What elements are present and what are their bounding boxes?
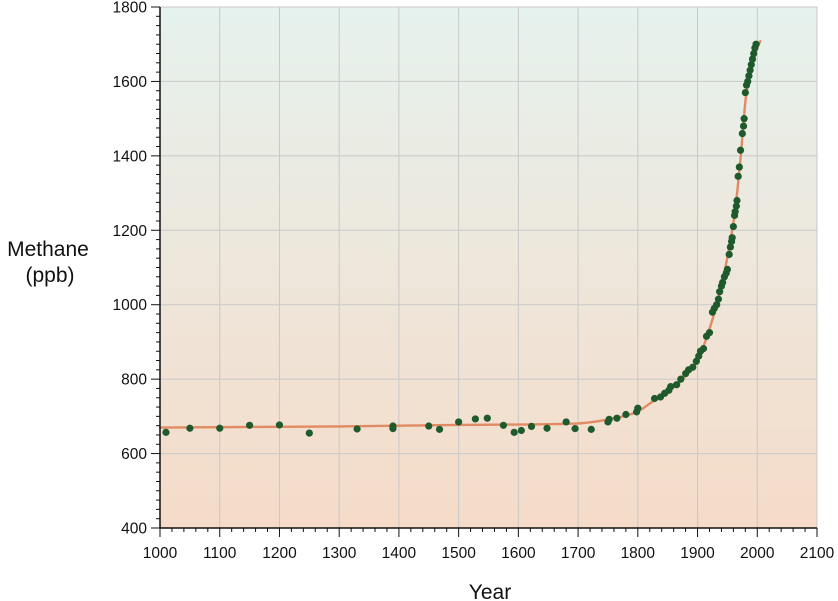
- data-point: [673, 381, 681, 389]
- x-tick-label: 1300: [322, 545, 357, 562]
- y-axis-title-line2: (ppb): [25, 264, 74, 287]
- y-tick-label: 600: [121, 446, 147, 463]
- plot-area: [160, 7, 817, 528]
- x-tick-label: 1900: [680, 545, 715, 562]
- data-point: [527, 422, 536, 431]
- x-tick-label: 1600: [501, 545, 536, 562]
- y-tick-label: 1400: [113, 148, 148, 165]
- y-tick-label: 400: [121, 521, 147, 538]
- data-point: [667, 382, 675, 391]
- x-axis-title: Year: [469, 581, 511, 601]
- data-point: [733, 196, 741, 205]
- data-point: [517, 426, 525, 435]
- data-point: [275, 421, 284, 429]
- y-tick-label: 800: [121, 372, 147, 389]
- data-point: [741, 88, 749, 97]
- data-point: [725, 250, 733, 259]
- axes: [151, 6, 818, 537]
- y-axis-title-line1: Methane: [7, 238, 89, 261]
- data-point: [353, 425, 361, 433]
- data-point: [562, 418, 570, 426]
- data-point: [622, 410, 630, 419]
- data-point: [587, 425, 595, 433]
- data-point: [750, 49, 758, 58]
- data-point: [471, 415, 479, 423]
- data-point: [723, 265, 732, 273]
- y-tick-label: 1800: [113, 0, 148, 17]
- data-point: [605, 415, 613, 423]
- data-point: [483, 414, 491, 422]
- data-point: [425, 422, 433, 430]
- tick-labels: 400 600 800 1000 1200 1400 1600 1800 1000 1100 120…: [113, 0, 835, 562]
- data-point: [305, 429, 313, 437]
- data-point: [752, 40, 760, 48]
- data-point: [245, 421, 254, 429]
- data-point: [747, 61, 755, 69]
- data-point: [499, 421, 508, 429]
- data-point: [716, 288, 724, 296]
- y-tick-label: 1600: [113, 74, 148, 91]
- x-tick-label: 1200: [262, 545, 297, 562]
- y-tick-label: 1200: [113, 223, 148, 240]
- data-point: [677, 375, 685, 383]
- x-tick-label: 1000: [143, 545, 178, 562]
- data-point: [740, 115, 748, 123]
- data-point: [731, 208, 739, 216]
- y-tick-label: 1000: [113, 297, 148, 314]
- x-tick-label: 1500: [441, 545, 476, 562]
- data-point: [216, 424, 224, 432]
- data-point: [689, 363, 697, 371]
- data-point: [510, 428, 518, 436]
- data-point: [735, 163, 743, 171]
- data-point: [729, 222, 737, 231]
- data-points: [162, 40, 760, 437]
- data-point: [714, 295, 723, 303]
- data-point: [571, 425, 579, 433]
- data-point: [719, 278, 727, 286]
- data-point: [745, 72, 753, 80]
- data-point: [389, 422, 397, 430]
- data-point: [613, 414, 621, 422]
- data-point: [739, 122, 748, 130]
- x-tick-label: 2100: [800, 545, 835, 562]
- data-point: [435, 425, 444, 433]
- data-point: [738, 129, 746, 138]
- data-point: [713, 301, 721, 309]
- data-point: [746, 66, 754, 74]
- data-point: [736, 146, 745, 154]
- data-point: [455, 418, 463, 426]
- data-point: [650, 394, 659, 403]
- data-point: [634, 404, 642, 412]
- x-tick-label: 1700: [561, 545, 596, 562]
- data-point: [543, 424, 551, 432]
- data-point: [162, 428, 170, 436]
- x-tick-label: 2000: [740, 545, 775, 562]
- data-point: [699, 345, 708, 353]
- x-tick-label: 1800: [621, 545, 656, 562]
- data-point: [728, 234, 736, 242]
- x-tick-label: 1100: [203, 545, 237, 562]
- x-tick-label: 1400: [382, 545, 417, 562]
- data-point: [744, 77, 752, 86]
- data-point: [734, 172, 742, 180]
- data-point: [705, 329, 714, 337]
- data-point: [726, 243, 734, 251]
- data-point: [732, 202, 740, 210]
- data-point: [748, 55, 757, 63]
- data-point: [186, 424, 194, 432]
